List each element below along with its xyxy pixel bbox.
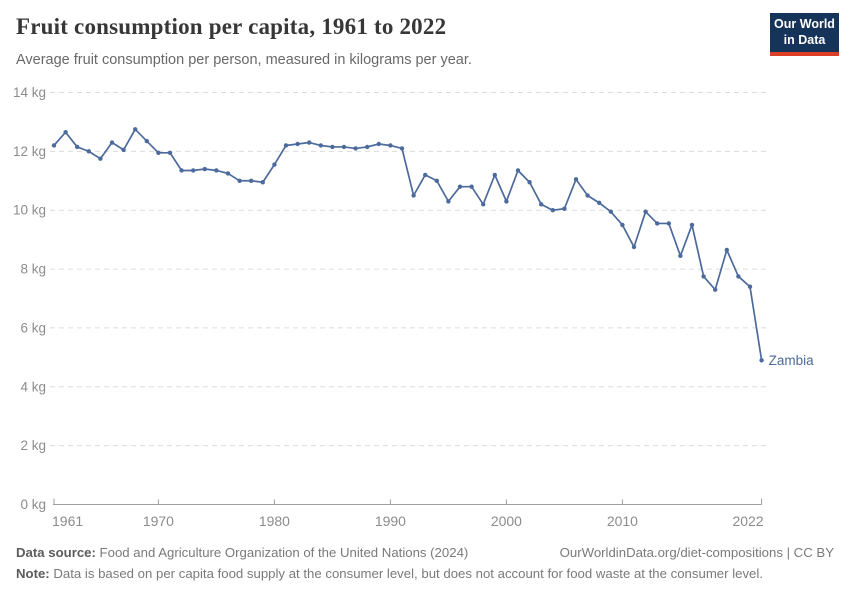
data-point[interactable] [295,141,300,147]
data-point[interactable] [643,209,648,214]
data-point[interactable] [237,178,242,183]
data-point[interactable] [504,199,509,204]
data-point[interactable] [121,147,126,153]
data-point[interactable] [527,180,532,185]
data-point[interactable] [133,127,138,132]
data-point[interactable] [469,184,474,189]
y-axis-tick-label: 14 kg [13,85,46,100]
data-point[interactable] [75,144,80,150]
y-axis-tick-label: 4 kg [20,379,46,394]
data-point[interactable] [434,178,439,183]
data-point[interactable] [283,143,289,148]
data-point[interactable] [655,221,660,226]
data-point[interactable] [225,171,231,176]
data-point[interactable] [191,168,196,173]
data-point[interactable] [481,202,486,207]
x-axis-tick-label: 2000 [491,513,522,529]
data-point[interactable] [249,178,254,183]
data-point[interactable] [713,287,718,292]
data-point[interactable] [539,202,544,207]
data-point[interactable] [214,168,219,173]
note-label: Note: [16,566,50,581]
data-point[interactable] [202,166,207,172]
data-point[interactable] [86,149,92,154]
data-point[interactable] [585,193,590,198]
y-axis-tick-label: 6 kg [20,320,46,335]
x-axis-tick-label: 1980 [259,513,290,529]
data-point[interactable] [724,247,729,253]
data-point[interactable] [411,193,416,198]
logo-line-2: in Data [783,33,826,48]
data-source-text: Food and Agriculture Organization of the… [95,545,469,560]
y-axis-tick-label: 8 kg [20,262,46,277]
data-point[interactable] [736,274,741,279]
data-point[interactable] [423,172,428,178]
chart-footer: Data source: Food and Agriculture Organi… [16,545,834,581]
owid-attribution-link[interactable]: OurWorldinData.org/diet-compositions | C… [559,545,834,560]
data-point[interactable] [492,172,497,178]
data-point[interactable] [608,209,613,214]
data-point[interactable] [631,244,637,250]
data-point[interactable] [63,130,68,135]
data-point[interactable] [388,143,393,148]
chart-note: Note: Data is based on per capita food s… [16,566,834,581]
x-axis-tick-label: 2010 [607,513,638,529]
data-point[interactable] [365,144,370,150]
x-axis-tick-label: 1990 [375,513,406,529]
data-point[interactable] [109,140,115,145]
data-point[interactable] [620,222,625,228]
y-axis-tick-label: 2 kg [20,438,46,453]
data-source-label: Data source: [16,545,96,560]
data-point[interactable] [689,222,695,228]
data-point[interactable] [144,138,149,144]
data-point[interactable] [562,206,567,211]
data-point[interactable] [167,150,173,156]
data-point[interactable] [307,140,312,145]
x-axis-tick-label: 2022 [732,513,763,529]
data-point[interactable] [550,208,555,213]
data-point[interactable] [747,284,753,289]
chart-title: Fruit consumption per capita, 1961 to 20… [16,14,447,39]
series-line-zambia[interactable] [53,128,763,362]
data-point[interactable] [353,146,358,151]
data-point[interactable] [701,274,706,279]
y-axis-tick-label: 10 kg [13,203,46,218]
data-point[interactable] [666,221,671,226]
data-point[interactable] [678,253,683,259]
owid-logo[interactable]: Our World in Data [770,13,839,56]
note-text: Data is based on per capita food supply … [49,566,763,581]
data-point[interactable] [318,143,323,148]
data-point[interactable] [179,168,184,173]
data-point[interactable] [515,168,521,173]
y-axis-tick-label: 12 kg [13,144,46,159]
data-point[interactable] [446,199,451,204]
data-point[interactable] [330,144,335,150]
data-point[interactable] [457,184,463,189]
data-point[interactable] [260,180,265,185]
data-point[interactable] [759,358,764,363]
x-axis-tick-label: 1970 [143,513,174,529]
data-point[interactable] [341,144,347,150]
data-point[interactable] [597,200,602,206]
y-axis-tick-label: 0 kg [20,497,46,512]
series-end-label[interactable]: Zambia [769,353,815,368]
chart-subtitle: Average fruit consumption per person, me… [16,52,472,68]
data-point[interactable] [98,156,103,161]
data-point[interactable] [376,141,381,147]
data-source: Data source: Food and Agriculture Organi… [16,545,468,560]
data-point[interactable] [51,143,57,148]
x-axis-tick-label: 1961 [52,513,83,529]
data-point[interactable] [156,150,161,156]
data-point[interactable] [573,177,579,182]
logo-line-1: Our World [774,17,835,31]
data-point[interactable] [399,146,405,151]
data-point[interactable] [272,162,277,167]
